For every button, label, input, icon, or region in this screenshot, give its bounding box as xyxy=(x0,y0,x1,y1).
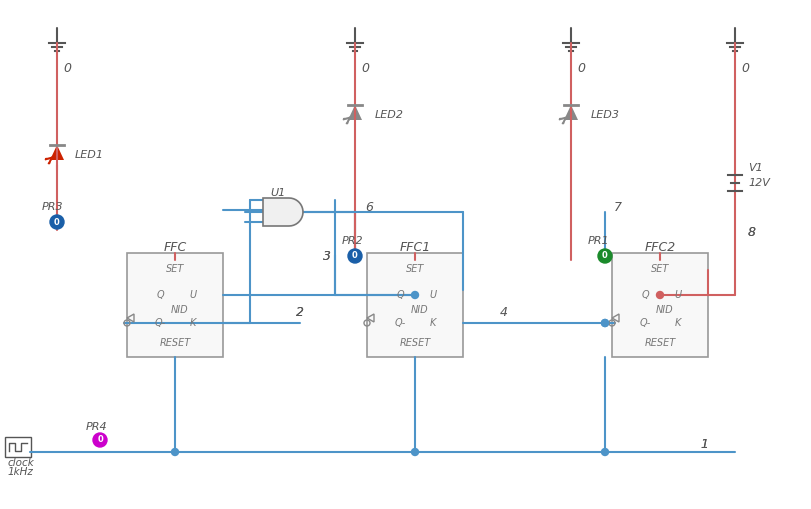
Text: 3: 3 xyxy=(323,249,331,263)
Text: NID: NID xyxy=(656,305,674,315)
Text: U1: U1 xyxy=(270,188,285,198)
Text: 2: 2 xyxy=(296,305,304,319)
Text: RESET: RESET xyxy=(160,338,191,348)
Text: PR3: PR3 xyxy=(42,202,63,212)
Text: SET: SET xyxy=(165,264,184,274)
Text: RESET: RESET xyxy=(399,338,431,348)
Text: 1: 1 xyxy=(700,438,708,451)
FancyBboxPatch shape xyxy=(367,253,463,357)
FancyBboxPatch shape xyxy=(612,253,708,357)
Text: 2: 2 xyxy=(296,305,304,319)
Text: 4: 4 xyxy=(500,305,508,319)
Text: Q-: Q- xyxy=(154,318,165,328)
Circle shape xyxy=(411,292,418,298)
Text: K: K xyxy=(190,318,196,328)
Text: Q: Q xyxy=(397,290,404,300)
Text: clock: clock xyxy=(8,458,35,468)
Text: Q-: Q- xyxy=(639,318,650,328)
Text: 0: 0 xyxy=(352,251,358,261)
Text: Q: Q xyxy=(157,290,164,300)
Text: 12V: 12V xyxy=(748,178,770,188)
Text: NID: NID xyxy=(411,305,429,315)
Text: U: U xyxy=(430,290,436,300)
Circle shape xyxy=(602,320,608,326)
Text: 1: 1 xyxy=(700,438,708,451)
Text: 3: 3 xyxy=(323,249,331,263)
Circle shape xyxy=(602,448,608,456)
Text: 1kHz: 1kHz xyxy=(8,467,34,477)
Polygon shape xyxy=(348,105,362,120)
Text: LED3: LED3 xyxy=(591,110,620,120)
Text: U: U xyxy=(190,290,196,300)
Text: PR4: PR4 xyxy=(86,422,108,432)
Text: 0: 0 xyxy=(97,436,103,444)
FancyBboxPatch shape xyxy=(5,437,31,457)
Text: LED2: LED2 xyxy=(375,110,404,120)
Text: 0: 0 xyxy=(361,62,369,74)
Text: SET: SET xyxy=(650,264,669,274)
Polygon shape xyxy=(564,105,578,120)
Text: 0: 0 xyxy=(54,217,60,227)
Text: FFC1: FFC1 xyxy=(399,240,431,253)
Text: 7: 7 xyxy=(614,201,622,213)
FancyBboxPatch shape xyxy=(127,253,223,357)
Text: 0: 0 xyxy=(741,62,749,74)
Text: RESET: RESET xyxy=(645,338,676,348)
Circle shape xyxy=(348,249,362,263)
Text: 8: 8 xyxy=(748,225,756,239)
Circle shape xyxy=(602,320,608,326)
Circle shape xyxy=(598,249,612,263)
Text: SET: SET xyxy=(406,264,424,274)
Text: LED1: LED1 xyxy=(75,150,104,160)
Text: 0: 0 xyxy=(577,62,585,74)
Text: PR1: PR1 xyxy=(588,236,610,246)
Text: Q-: Q- xyxy=(394,318,406,328)
Text: FFC2: FFC2 xyxy=(645,240,676,253)
Text: 6: 6 xyxy=(365,201,373,213)
Circle shape xyxy=(656,292,663,298)
Text: FFC: FFC xyxy=(163,240,187,253)
Text: U: U xyxy=(675,290,681,300)
Text: PR2: PR2 xyxy=(342,236,363,246)
Polygon shape xyxy=(50,145,64,160)
Text: Q: Q xyxy=(642,290,649,300)
Circle shape xyxy=(50,215,64,229)
Circle shape xyxy=(171,448,178,456)
Text: 0: 0 xyxy=(63,62,71,74)
Circle shape xyxy=(411,448,418,456)
Circle shape xyxy=(93,433,107,447)
Text: NID: NID xyxy=(171,305,189,315)
Text: 0: 0 xyxy=(602,251,608,261)
PathPatch shape xyxy=(263,198,303,226)
Text: K: K xyxy=(430,318,436,328)
Text: 8: 8 xyxy=(748,225,756,239)
Text: V1: V1 xyxy=(748,163,763,173)
Text: K: K xyxy=(675,318,681,328)
